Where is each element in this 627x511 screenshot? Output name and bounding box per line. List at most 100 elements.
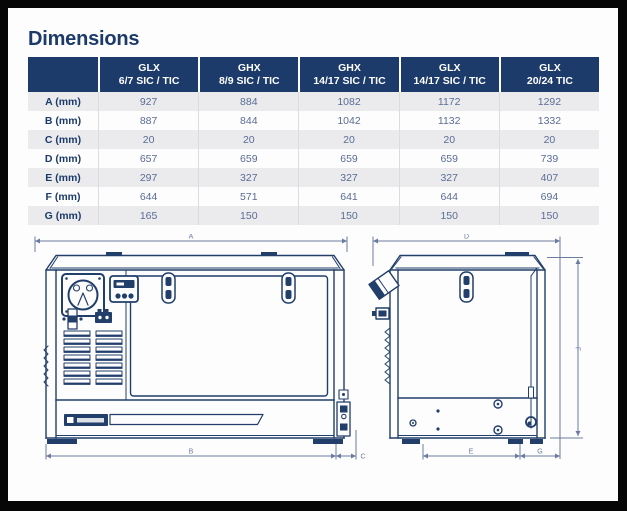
control-panel <box>109 275 139 303</box>
exhaust-outlet <box>368 270 400 300</box>
top-lid <box>389 254 546 271</box>
model-name: GHX <box>237 62 261 74</box>
column-header: GLX 6/7 SIC / TIC <box>98 57 199 92</box>
door-handle <box>281 272 296 304</box>
dimension-value: 20 <box>498 130 599 149</box>
dimension-value: 327 <box>398 168 499 187</box>
dimension-row-label: A (mm) <box>45 95 81 108</box>
dimension-value: 887 <box>98 111 198 130</box>
column-header: GHX 14/17 SIC / TIC <box>298 57 399 92</box>
dimension-value: 20 <box>298 130 398 149</box>
power-socket <box>61 273 105 317</box>
table-row: B (mm) 887 844 1042 1132 1332 <box>28 111 599 130</box>
model-variant: 8/9 SIC / TIC <box>218 74 280 87</box>
dimension-row-label: D (mm) <box>44 152 82 165</box>
dimension-value: 659 <box>198 149 298 168</box>
dimension-value: 657 <box>98 149 198 168</box>
dimension-value: 297 <box>98 168 198 187</box>
door-handle <box>459 271 474 303</box>
dimension-label-a: A <box>189 234 194 241</box>
dimension-value: 641 <box>298 187 398 206</box>
table-row: A (mm) 927 884 1082 1172 1292 <box>28 92 599 111</box>
vent-louvers <box>63 330 123 385</box>
front-door-panel <box>129 275 329 397</box>
model-variant: 6/7 SIC / TIC <box>118 74 180 87</box>
front-view-drawing: A <box>34 234 366 461</box>
dimension-value: 150 <box>198 206 298 225</box>
lid-tab <box>505 252 529 256</box>
foot <box>508 439 523 444</box>
foot <box>313 439 343 444</box>
dimension-value: 571 <box>198 187 298 206</box>
dimension-value: 884 <box>198 92 298 111</box>
dimension-d: D <box>372 234 561 459</box>
dimension-label-e: E <box>469 449 474 456</box>
dimension-value: 644 <box>398 187 499 206</box>
dimension-label-c: C <box>361 454 366 461</box>
model-variant: 20/24 TIC <box>526 74 573 87</box>
dimension-label-b: B <box>189 449 194 456</box>
dimension-c: C <box>336 430 366 461</box>
dimension-value: 1042 <box>298 111 398 130</box>
foot <box>47 439 77 444</box>
table-corner-cell <box>28 57 98 92</box>
dimension-a: A <box>34 234 348 252</box>
lid-tab <box>261 252 277 256</box>
column-header: GHX 8/9 SIC / TIC <box>198 57 299 92</box>
dimension-value: 927 <box>98 92 198 111</box>
table-header-row: GLX 6/7 SIC / TIC GHX 8/9 SIC / TIC GHX … <box>28 57 600 92</box>
panel-button <box>121 293 128 299</box>
dimension-e: E <box>422 444 521 460</box>
generator-front-body <box>43 252 345 444</box>
dimension-row-label: E (mm) <box>45 171 81 184</box>
dimension-value: 694 <box>498 187 599 206</box>
technical-drawings: A <box>34 234 583 461</box>
model-name: GLX <box>438 62 461 74</box>
model-name: GLX <box>138 62 160 74</box>
dimension-f: F <box>547 257 583 439</box>
column-header: GLX 20/24 TIC <box>498 57 600 92</box>
dimension-value: 1132 <box>398 111 499 130</box>
page-title: Dimensions <box>28 28 140 50</box>
dimension-label-d: D <box>464 234 469 241</box>
table-row: F (mm) 644 571 641 644 694 <box>28 187 599 206</box>
column-header: GLX 14/17 SIC / TIC <box>398 57 499 92</box>
table-row: G (mm) 165 150 150 150 150 <box>28 206 599 225</box>
dimension-row-label: B (mm) <box>44 114 82 127</box>
side-rib-strip <box>384 327 391 385</box>
dimension-label-f: F <box>574 347 581 351</box>
door-handle <box>161 272 176 304</box>
dimension-value: 20 <box>398 130 499 149</box>
brand-logo <box>64 414 108 426</box>
dimension-value: 644 <box>98 187 198 206</box>
foot <box>530 439 543 444</box>
dimension-row-label: C (mm) <box>44 133 82 146</box>
dimension-label-g: G <box>537 449 542 456</box>
terminal-connector <box>95 309 112 323</box>
dimension-g: G <box>520 449 560 459</box>
front-vent-slot <box>109 413 264 426</box>
page-content: Dimensions GLX 6/7 SIC / TIC GHX 8/9 SIC… <box>8 8 618 501</box>
service-ports <box>409 399 537 435</box>
foot <box>402 439 420 444</box>
dimension-value: 20 <box>198 130 298 149</box>
model-variant: 14/17 SIC / TIC <box>313 74 386 87</box>
dimension-value: 844 <box>198 111 298 130</box>
dimension-value: 150 <box>298 206 398 225</box>
fuel-connector <box>62 308 83 330</box>
dimension-value: 150 <box>398 206 499 225</box>
dimension-value: 165 <box>98 206 198 225</box>
model-name: GLX <box>539 62 561 74</box>
dimension-value: 1332 <box>498 111 599 130</box>
panel-button <box>115 293 121 299</box>
dimensions-table: GLX 6/7 SIC / TIC GHX 8/9 SIC / TIC GHX … <box>28 57 600 225</box>
side-view-drawing: D <box>368 234 583 460</box>
table-row: D (mm) 657 659 659 659 739 <box>28 149 599 168</box>
model-variant: 14/17 SIC / TIC <box>413 74 486 87</box>
dimension-value: 1082 <box>298 92 398 111</box>
dimension-value: 150 <box>498 206 599 225</box>
table-row: E (mm) 297 327 327 327 407 <box>28 168 599 187</box>
dimension-value: 327 <box>298 168 398 187</box>
dimension-value: 20 <box>98 130 198 149</box>
